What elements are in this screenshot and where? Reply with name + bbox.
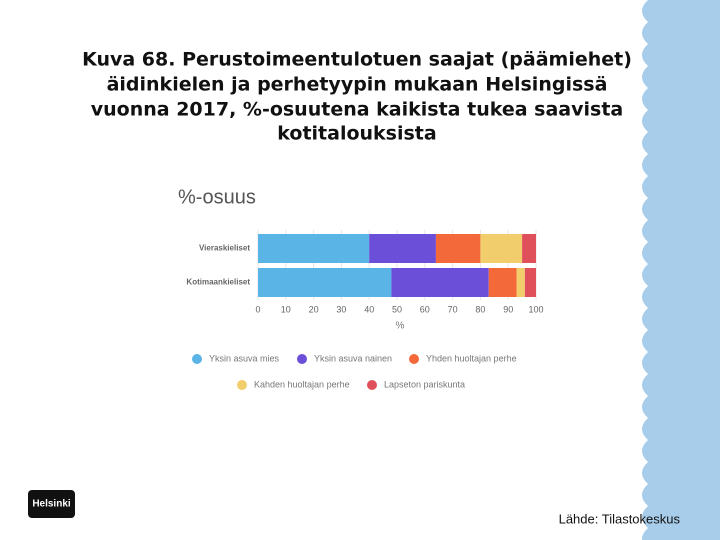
decoration	[642, 0, 720, 540]
legend-swatch	[237, 380, 247, 390]
legend-swatch	[297, 354, 307, 364]
source: Lähde: Tilastokeskus	[559, 511, 681, 526]
bar-segment	[516, 268, 525, 297]
slide-title: äidinkielen ja perhetyypin mukaan Helsin…	[107, 74, 608, 96]
x-tick-label: 70	[448, 304, 458, 314]
legend-swatch	[192, 354, 202, 364]
bar-segment	[488, 268, 517, 297]
x-tick-label: 0	[255, 304, 260, 314]
y-tick-label: Kotimaankieliset	[186, 278, 250, 287]
x-tick-label: 100	[528, 304, 543, 314]
legend-label: Yksin asuva nainen	[314, 353, 392, 363]
bar-segment	[369, 234, 436, 263]
slide-title: kotitalouksista	[277, 123, 436, 145]
x-tick-label: 60	[420, 304, 430, 314]
x-axis-label: %	[396, 321, 405, 332]
x-tick-label: 90	[503, 304, 513, 314]
bar-segment	[480, 234, 523, 263]
bar-segment	[258, 268, 392, 297]
x-tick-label: 30	[336, 304, 346, 314]
logo	[28, 490, 75, 518]
x-tick-label: 10	[281, 304, 291, 314]
legend-label: Lapseton pariskunta	[384, 379, 465, 389]
legend-label: Kahden huoltajan perhe	[254, 379, 350, 389]
legend-label: Yksin asuva mies	[209, 353, 280, 363]
legend-label: Yhden huoltajan perhe	[426, 353, 517, 363]
bar-segment	[522, 234, 536, 263]
chart-title: %-osuus	[178, 186, 256, 208]
y-tick-label: Vieraskieliset	[199, 244, 250, 253]
slide-title: Kuva 68. Perustoimeentulotuen saajat (pä…	[82, 49, 632, 71]
legend-swatch	[409, 354, 419, 364]
x-tick-label: 20	[309, 304, 319, 314]
bar-segment	[524, 268, 536, 297]
slide-title: vuonna 2017, %-osuutena kaikista tukea s…	[91, 99, 624, 121]
bar-segment	[435, 234, 481, 263]
x-tick-label: 40	[364, 304, 374, 314]
x-tick-label: 80	[475, 304, 485, 314]
legend-swatch	[367, 380, 377, 390]
bar-segment	[391, 268, 489, 297]
logo-text: Helsinki	[32, 499, 71, 510]
bar-segment	[258, 234, 370, 263]
x-tick-label: 50	[392, 304, 402, 314]
